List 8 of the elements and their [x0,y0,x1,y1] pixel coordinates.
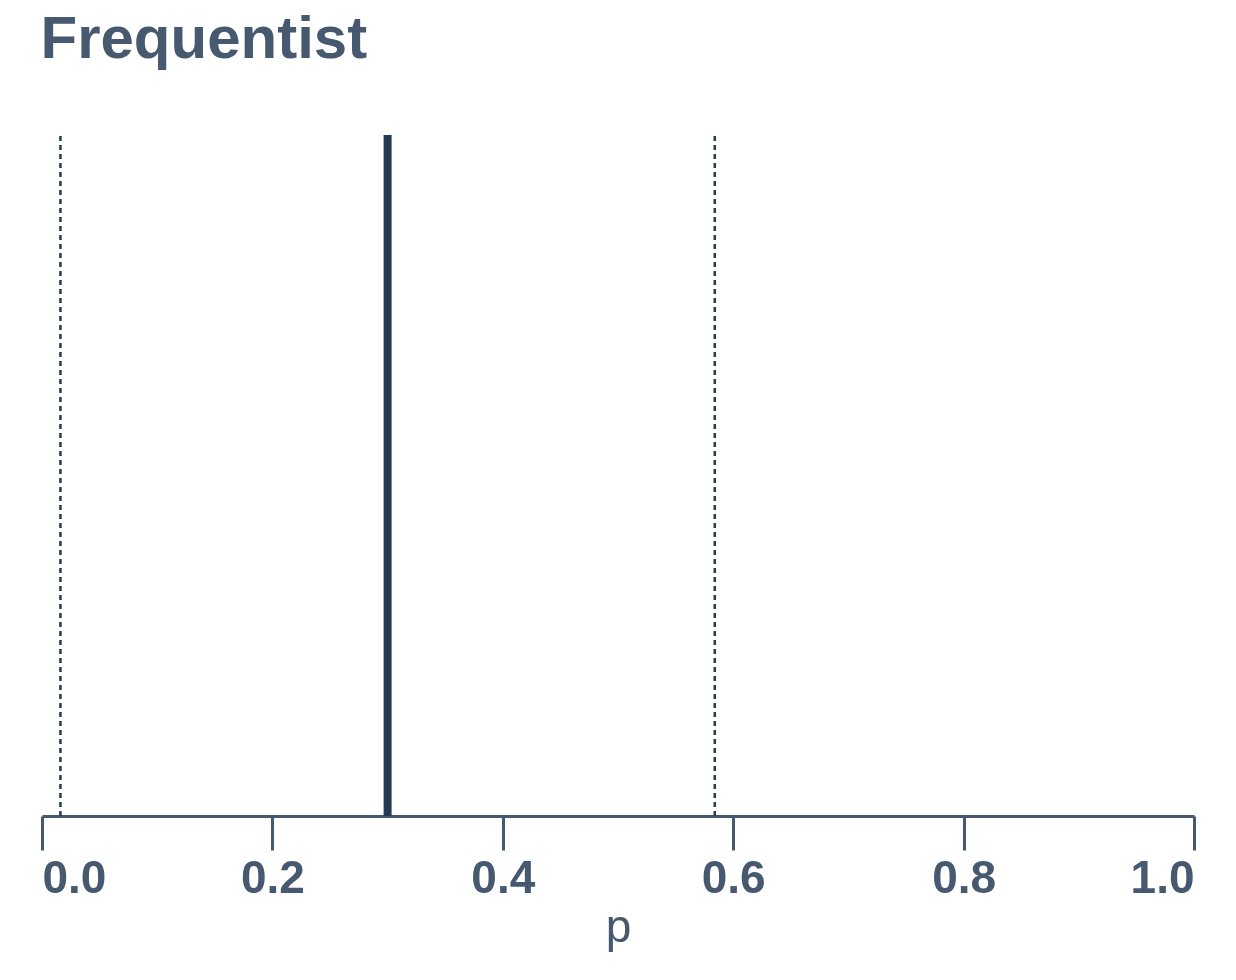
x-axis-title: p [605,899,632,952]
x-tick-label: 0.0 [42,850,107,903]
x-tick-label: 0.8 [932,850,997,903]
chart-title: Frequentist [40,4,368,71]
x-tick-label: 0.4 [471,850,536,903]
x-tick-label: 0.2 [240,850,305,903]
x-tick-label: 0.6 [701,850,766,903]
x-tick-label: 1.0 [1130,850,1195,903]
